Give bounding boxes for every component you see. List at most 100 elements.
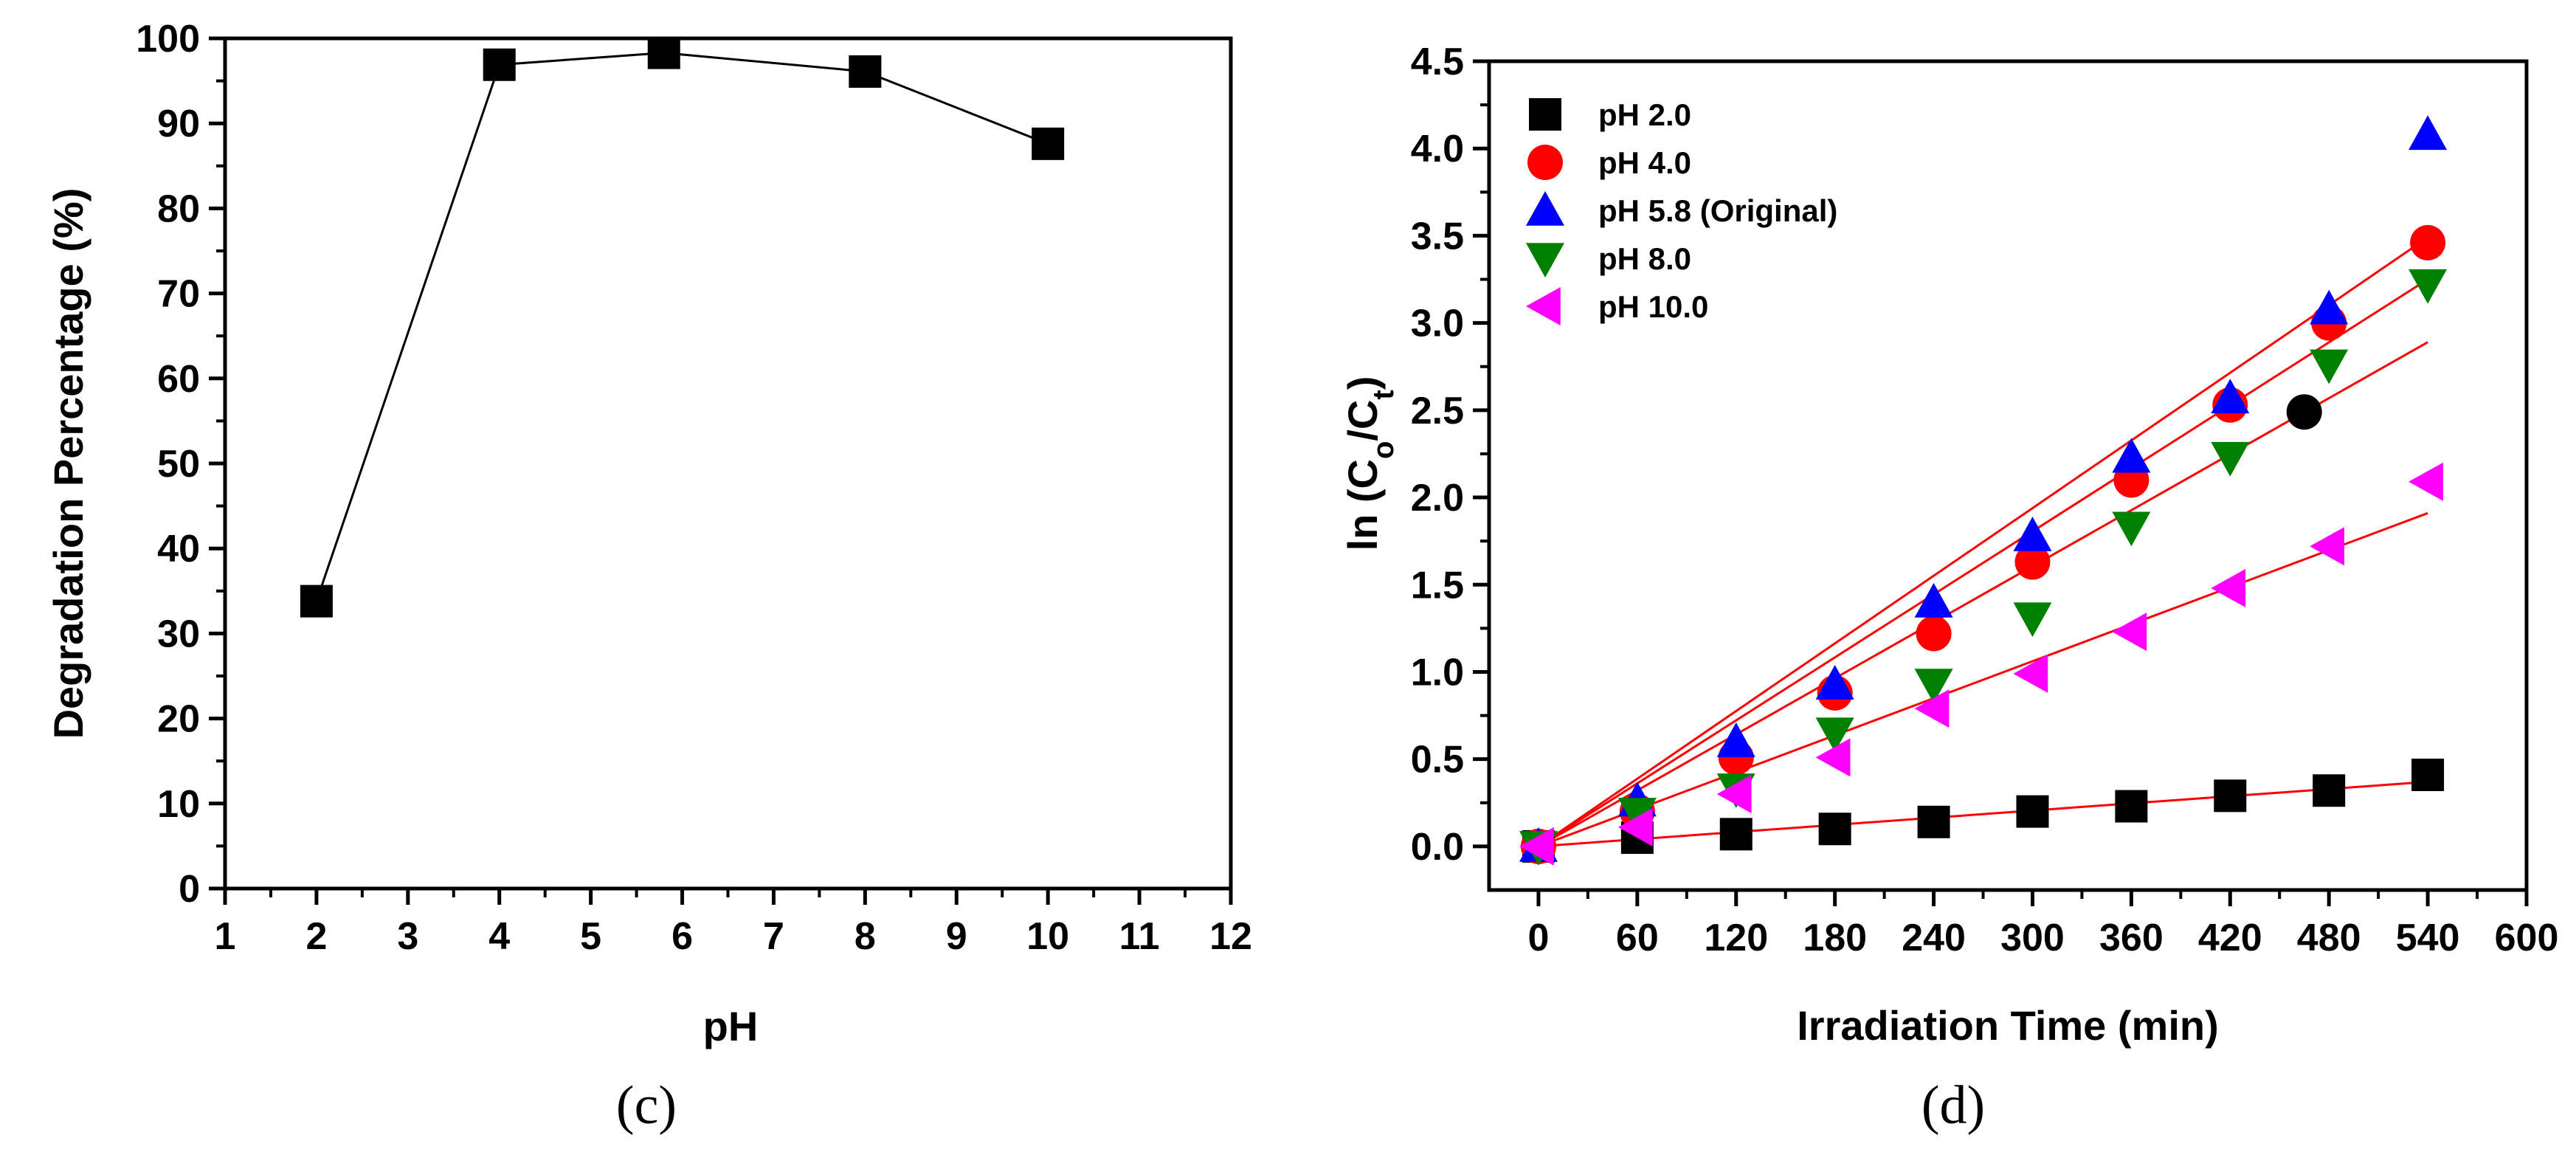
data-point-series-4 — [1914, 689, 1950, 728]
x-tick-label: 9 — [946, 915, 967, 958]
data-point-series-1 — [2014, 544, 2051, 580]
legend-label-2: pH 5.8 (Original) — [1598, 193, 1837, 228]
legend-marker-1 — [1527, 145, 1563, 180]
x-tick-label: 7 — [763, 915, 784, 958]
data-point-series-0 — [2214, 779, 2247, 813]
fit-line-1 — [1538, 278, 2428, 848]
y-axis-title-subscript: t — [1367, 390, 1400, 399]
x-tick-label: 11 — [1119, 915, 1160, 958]
y-tick-label: 100 — [136, 18, 200, 61]
data-point-series-0 — [2411, 758, 2445, 791]
data-point-series-4 — [2310, 527, 2344, 566]
x-tick-label: 0 — [1527, 917, 1549, 959]
data-point-series-2 — [2013, 517, 2052, 551]
legend-label-0: pH 2.0 — [1598, 97, 1691, 132]
x-axis-title: pH — [703, 1003, 759, 1049]
data-point-series-2 — [2310, 289, 2349, 325]
x-tick-label: 120 — [1704, 917, 1768, 959]
data-point-series-3 — [1914, 669, 1953, 704]
y-axis-title: ln (Co/Ct) — [1339, 376, 1400, 551]
x-tick-label: 4 — [488, 915, 510, 958]
legend-marker-4 — [1526, 287, 1561, 325]
data-point-series-2 — [1815, 665, 1854, 700]
data-point-ph-8 — [849, 55, 882, 88]
data-point-series-2 — [2112, 438, 2151, 473]
data-point-series-4 — [2112, 613, 2147, 652]
x-tick-label: 2 — [305, 915, 327, 958]
x-tick-label: 300 — [2000, 917, 2065, 959]
y-tick-label: 2.0 — [1411, 477, 1464, 520]
y-tick-label: 50 — [157, 443, 200, 486]
plot-frame — [1487, 59, 2529, 892]
data-point-series-3 — [2310, 349, 2349, 384]
x-tick-label: 360 — [2099, 917, 2164, 959]
x-tick-label: 5 — [580, 915, 601, 958]
y-tick-label: 0 — [179, 868, 200, 911]
data-point-series-1 — [2410, 224, 2446, 261]
y-tick-label: 60 — [157, 358, 200, 401]
data-point-series-0 — [2016, 795, 2049, 828]
x-tick-label: 480 — [2297, 917, 2361, 959]
y-axis-title-part: ln (C — [1339, 459, 1386, 551]
legend-marker-2 — [1526, 191, 1564, 226]
x-tick-label: 10 — [1026, 915, 1069, 958]
plot-frame — [223, 36, 1233, 891]
data-point-series-4 — [2013, 654, 2048, 693]
legend-label-4: pH 10.0 — [1598, 289, 1708, 324]
data-point-series-0 — [1719, 818, 1753, 851]
y-tick-label: 4.5 — [1411, 41, 1464, 83]
data-point-series-0 — [2115, 790, 2148, 823]
legend-marker-3 — [1526, 243, 1564, 277]
legend-marker-0 — [1529, 98, 1561, 131]
data-point-series-3 — [1815, 717, 1854, 753]
y-tick-label: 2.5 — [1411, 390, 1464, 432]
data-point-series-3 — [2112, 511, 2151, 547]
data-point-series-3 — [1617, 798, 1657, 832]
panel-label-d: (d) — [1921, 1075, 1985, 1136]
x-tick-label: 8 — [854, 915, 876, 958]
data-point-series-3 — [2408, 269, 2448, 304]
legend-label-3: pH 8.0 — [1598, 241, 1691, 276]
data-point-series-3 — [2211, 441, 2250, 477]
fit-line-2 — [1538, 236, 2428, 848]
data-point-series-0 — [1917, 805, 1950, 838]
x-tick-label: 3 — [397, 915, 418, 958]
data-point-ph-10 — [1032, 127, 1065, 160]
x-tick-label: 6 — [671, 915, 693, 958]
y-axis-title-part: ) — [1339, 376, 1386, 390]
data-point-series-2 — [1716, 722, 1755, 757]
data-point-series-1 — [1916, 615, 1952, 652]
data-point-series-4 — [1519, 827, 1554, 866]
y-tick-label: 0.5 — [1411, 739, 1464, 782]
y-axis-title-part: /C — [1339, 400, 1386, 441]
data-point-series-2 — [1914, 582, 1953, 618]
y-tick-label: 30 — [157, 613, 200, 655]
data-point-series-2 — [2408, 115, 2448, 151]
y-tick-label: 10 — [157, 783, 200, 826]
data-point-series-4 — [1815, 738, 1851, 777]
data-point-ph-4 — [483, 48, 516, 81]
fit-line-3 — [1538, 341, 2428, 848]
y-tick-label: 90 — [157, 103, 200, 145]
data-point-series-2 — [2211, 379, 2250, 414]
x-tick-label: 1 — [215, 915, 236, 958]
y-tick-label: 20 — [157, 698, 200, 741]
y-tick-label: 3.5 — [1411, 215, 1464, 258]
data-point-series-4 — [1617, 807, 1653, 846]
data-point-ph-2 — [300, 584, 333, 618]
x-tick-label: 240 — [1902, 917, 1966, 959]
data-point-ph-5.8 — [647, 36, 680, 69]
y-tick-label: 3.0 — [1411, 303, 1464, 345]
data-point-series-4 — [2211, 568, 2246, 607]
data-point-series-3 — [2013, 602, 2052, 638]
y-tick-label: 40 — [157, 528, 200, 570]
y-tick-label: 80 — [157, 187, 200, 230]
y-axis-title-subscript: o — [1367, 441, 1400, 459]
x-axis-title: Irradiation Time (min) — [1797, 1002, 2218, 1049]
chart-panel-c: 1 2 3 4 5 6 7 8 9 10 11 120102030405060708090100pHD… — [45, 18, 1252, 1136]
data-point-series-0 — [1818, 813, 1851, 846]
chart-panel-d: 0 60 120 180 240 300 360 420 480 540 600 0.0 0.5 1.0 1… — [1339, 41, 2558, 1136]
y-tick-label: 1.0 — [1411, 651, 1464, 694]
data-point-series-4 — [2408, 462, 2443, 501]
